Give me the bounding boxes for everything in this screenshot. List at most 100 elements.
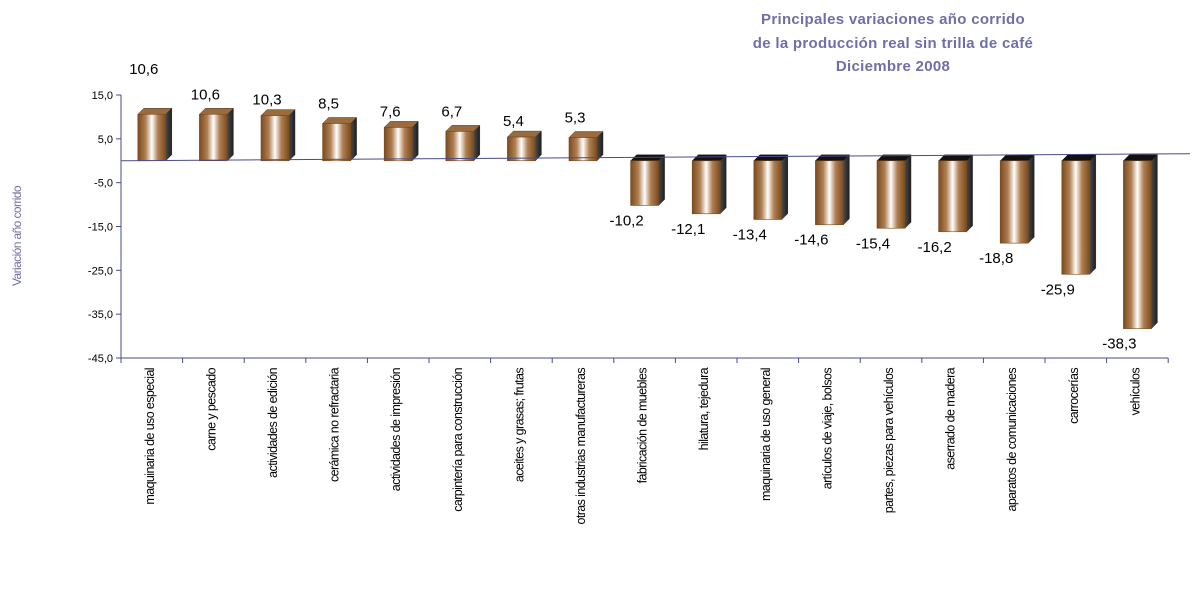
zero-line (120, 153, 1191, 162)
y-axis: 15,0 5,0 -5,0 -15,0 -25,0 -35,0 -45,0 (88, 90, 1169, 365)
data-label: -18,8 (979, 250, 1013, 267)
data-label: -13,4 (733, 226, 767, 243)
x-tick-label: aparatos de comunicaciones (1005, 368, 1019, 512)
y-tick-label: -35,0 (88, 309, 113, 321)
data-label: 10,3 (252, 92, 281, 109)
bar-front (383, 127, 413, 162)
bar-side (412, 120, 419, 162)
bar-front (568, 137, 598, 162)
title-line-3: Diciembre 2008 (836, 58, 950, 75)
bar-side (1089, 154, 1097, 275)
bar-front (260, 115, 290, 162)
bar-side (658, 154, 665, 206)
bar (999, 154, 1035, 244)
bar-front (815, 160, 844, 226)
bar (814, 154, 850, 226)
bar-side (720, 154, 727, 215)
data-label: 5,3 (565, 110, 586, 127)
data-label: 10,6 (191, 86, 220, 103)
x-tick-label: maquinaria de uso general (759, 368, 773, 501)
bar-top (691, 154, 727, 161)
y-tick-label: 15,0 (92, 90, 113, 102)
data-label: 5,4 (503, 113, 524, 130)
x-tick-label: hilatura, tejedura (697, 367, 711, 450)
bar-front (876, 160, 906, 229)
x-tick-label: actividades de impresión (389, 367, 403, 491)
data-label: 6,7 (441, 103, 462, 120)
zero-baseline (120, 153, 1191, 162)
bar-top (260, 109, 296, 116)
bar-side (1151, 154, 1158, 330)
y-tick-label: -5,0 (94, 178, 113, 190)
title-line-1: Principales variaciones año corrido (761, 11, 1025, 28)
bar-front (507, 136, 536, 162)
bar-top (1061, 154, 1097, 161)
data-labels: 10,6 10,6 10,3 8,5 7,6 6,7 5,4 5,3 -10,2 -12,1 -13… (129, 61, 1136, 353)
bar (630, 154, 666, 206)
x-tick-label: cerámica no refractaria (328, 367, 342, 482)
data-label: -14,6 (794, 232, 828, 249)
bar-side (165, 107, 173, 162)
x-tick-label: actividades de edición (266, 367, 280, 477)
bar-side (288, 109, 296, 162)
bar (1061, 154, 1097, 275)
bar-top (999, 154, 1035, 161)
data-label: -38,3 (1102, 336, 1136, 353)
x-tick-label: aserrado de madera (944, 367, 958, 469)
x-tick-label: carne y pescado (204, 367, 218, 450)
bar-top (445, 125, 481, 132)
bar (568, 131, 604, 162)
bar (260, 109, 296, 162)
bar (938, 154, 974, 233)
bar-top (322, 117, 358, 124)
title-line-2: de la producción real sin trilla de café (753, 35, 1033, 52)
x-tick-label: fabricación de muebles (636, 368, 650, 484)
bar-top (1122, 154, 1158, 161)
data-label: 10,6 (129, 61, 158, 78)
bar-front (691, 160, 721, 215)
bar-top (137, 108, 173, 115)
bar-front (137, 113, 167, 162)
bar-front (938, 160, 967, 233)
x-tick-label: carrocerías (1067, 368, 1081, 424)
bar-front (999, 160, 1029, 244)
bar-top (568, 131, 604, 138)
bar-side (350, 117, 357, 162)
bar-front (445, 131, 475, 162)
bar-front (322, 123, 351, 162)
bar-front (199, 113, 228, 162)
category-labels: maquinaria de uso especial carne y pescad… (143, 367, 1143, 524)
y-tick-label: -45,0 (88, 353, 113, 365)
bar (137, 107, 173, 162)
data-label: -12,1 (671, 221, 705, 238)
y-tick-label: -25,0 (88, 265, 113, 277)
y-tick-label: 5,0 (98, 134, 113, 146)
data-label: -16,2 (917, 239, 951, 256)
bar-side (781, 154, 788, 220)
x-tick-label: aceites y grasas; frutas (512, 368, 526, 482)
bar-top (198, 108, 234, 115)
bar-side (227, 107, 234, 162)
bar-front (630, 160, 659, 206)
bar (753, 154, 789, 220)
bar (383, 120, 419, 162)
bar-side (904, 154, 912, 229)
x-tick-label: artículos de viaje, bolsos (820, 368, 834, 490)
bar (691, 154, 727, 215)
x-tick-label: otras industrias manufactureras (574, 368, 588, 525)
data-label: 8,5 (318, 95, 339, 112)
bar (506, 130, 542, 162)
bar-side (966, 154, 973, 233)
data-label: 7,6 (380, 103, 401, 120)
bar-side (843, 154, 850, 226)
chart-title: Principales variaciones año corrido de l… (753, 11, 1033, 75)
bar (322, 117, 358, 162)
bars (137, 107, 1158, 330)
x-tick-label: maquinaria de uso especial (143, 368, 157, 505)
bar (876, 154, 912, 229)
bar-top (753, 154, 789, 161)
data-label: -10,2 (609, 212, 643, 229)
data-label: -25,9 (1041, 281, 1075, 298)
bar-side (1027, 154, 1035, 244)
